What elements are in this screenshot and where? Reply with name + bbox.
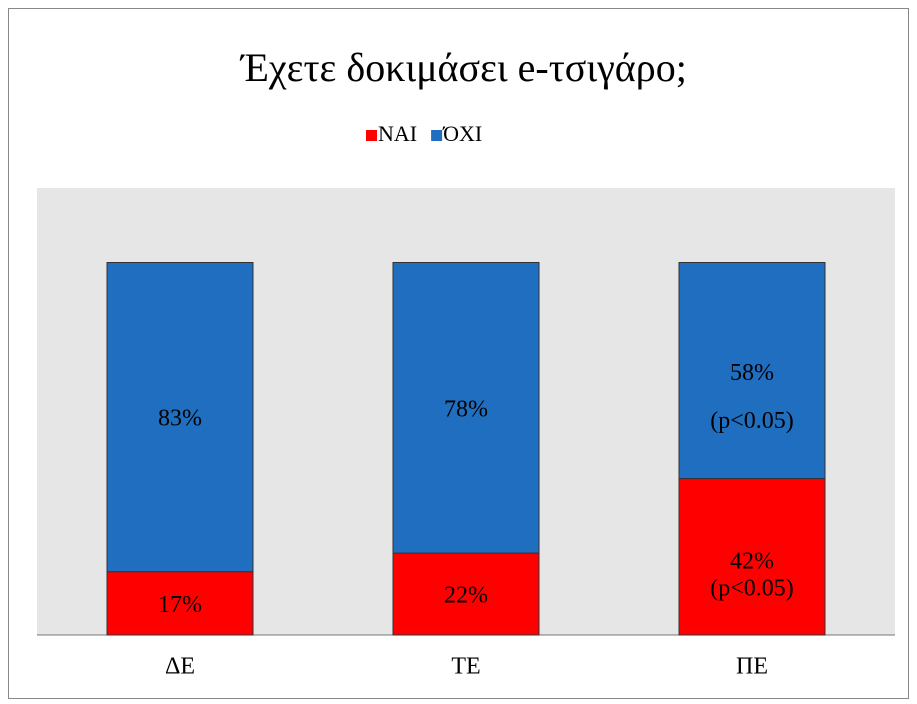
legend-swatch [431,130,443,141]
x-tick-label: ΔΕ [165,654,195,680]
x-tick-label: ΤΕ [451,654,480,680]
bar-segment [678,478,826,636]
value-label: 22% [444,583,488,609]
bar-segment [106,571,254,636]
chart-title: Έχετε δοκιμάσει e-τσιγάρο; [239,45,687,90]
annotation: (p<0.05) [710,408,794,434]
bar-segment [392,262,540,554]
value-label: 83% [158,406,202,432]
legend-label: ΌΧΙ [442,121,482,146]
value-label: 58% [730,360,774,386]
x-tick-label: ΠΕ [736,654,768,680]
legend-swatch [366,130,377,141]
value-label: 17% [158,592,202,618]
bar-segment [678,262,826,480]
legend-label: ΝΑΙ [378,121,417,146]
value-label: 78% [444,396,488,422]
annotation: (p<0.05) [710,575,794,601]
value-label: 42% [730,548,774,574]
bar-segment [106,262,254,573]
bar-segment [392,552,540,636]
